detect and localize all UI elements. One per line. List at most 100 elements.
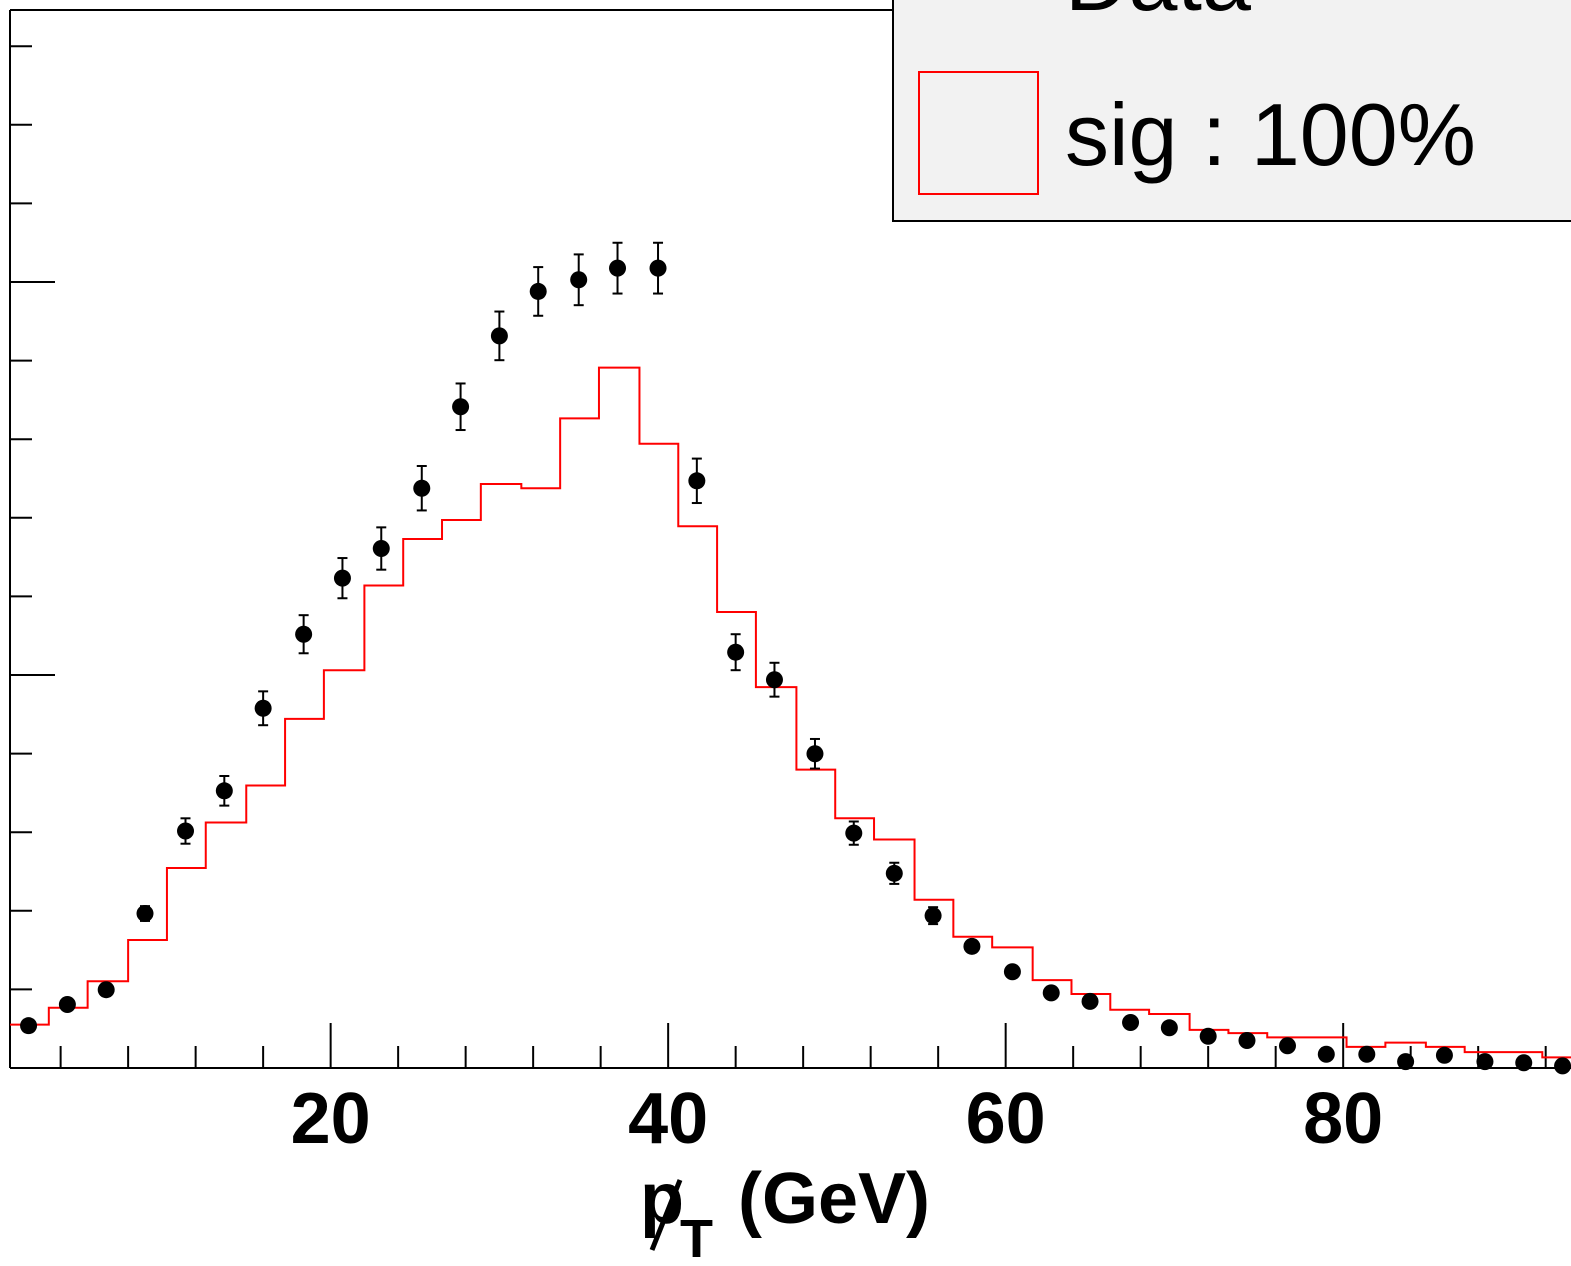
data-point xyxy=(372,526,390,571)
data-marker xyxy=(1397,1053,1415,1071)
data-point xyxy=(97,981,115,999)
data-marker xyxy=(529,282,547,300)
data-marker xyxy=(1160,1019,1178,1037)
signal-histogram-line xyxy=(10,366,1571,1059)
data-point xyxy=(20,1017,38,1035)
data-marker xyxy=(1122,1014,1140,1032)
data-marker xyxy=(372,540,390,558)
data-marker xyxy=(1042,984,1060,1002)
legend-label-data: Data xyxy=(1065,0,1251,29)
data-marker xyxy=(1278,1037,1296,1055)
data-marker xyxy=(1358,1045,1376,1063)
data-point xyxy=(254,690,272,727)
data-marker xyxy=(254,699,272,717)
data-point xyxy=(333,557,351,600)
data-point xyxy=(1042,984,1060,1002)
data-point xyxy=(1317,1045,1335,1063)
data-point xyxy=(1003,963,1021,981)
data-point xyxy=(58,996,76,1014)
data-point xyxy=(765,661,783,698)
y-axis-ticks xyxy=(10,45,55,991)
data-point xyxy=(1554,1057,1571,1075)
data-marker xyxy=(609,259,627,277)
data-point xyxy=(1515,1054,1533,1072)
data-marker xyxy=(1081,992,1099,1010)
x-axis-title-sub: T xyxy=(680,1209,713,1266)
data-marker xyxy=(333,569,351,587)
x-tick-label: 20 xyxy=(291,1079,371,1159)
data-marker xyxy=(452,398,470,416)
data-point xyxy=(1435,1046,1453,1064)
data-point xyxy=(924,906,942,926)
data-point xyxy=(136,905,154,923)
data-marker xyxy=(1317,1045,1335,1063)
x-axis-tick-labels: 20 40 60 80 xyxy=(291,1079,1384,1159)
data-marker xyxy=(20,1017,38,1035)
x-tick-label: 60 xyxy=(966,1079,1046,1159)
data-point xyxy=(727,633,745,672)
data-marker xyxy=(649,259,667,277)
data-point xyxy=(688,457,706,505)
legend: Data sig : 100% xyxy=(892,0,1571,222)
data-points xyxy=(20,241,1571,1075)
data-point xyxy=(215,774,233,807)
data-marker xyxy=(688,472,706,490)
data-point xyxy=(1238,1031,1256,1049)
data-marker xyxy=(1199,1027,1217,1045)
data-point xyxy=(529,266,547,317)
data-point xyxy=(295,614,313,655)
data-point xyxy=(649,241,667,295)
data-point xyxy=(452,382,470,432)
data-point xyxy=(1122,1014,1140,1032)
data-point xyxy=(806,737,824,770)
data-point xyxy=(885,861,903,885)
data-point xyxy=(845,820,863,846)
x-axis-title: p T (GeV) xyxy=(640,1159,930,1266)
data-marker xyxy=(1515,1054,1533,1072)
data-point xyxy=(413,464,431,512)
data-point xyxy=(609,241,627,295)
x-axis-title-unit: (GeV) xyxy=(738,1159,930,1239)
legend-swatch-signal xyxy=(918,71,1039,195)
data-marker xyxy=(570,271,588,289)
data-point xyxy=(1081,992,1099,1010)
data-point xyxy=(490,310,508,362)
data-marker xyxy=(727,643,745,661)
data-marker xyxy=(97,981,115,999)
data-point xyxy=(1358,1045,1376,1063)
data-marker xyxy=(1003,963,1021,981)
data-marker xyxy=(295,625,313,643)
x-axis-ticks xyxy=(59,1023,1547,1068)
data-point xyxy=(1476,1053,1494,1071)
data-marker xyxy=(177,822,195,840)
data-marker xyxy=(924,907,942,925)
data-point xyxy=(1160,1019,1178,1037)
data-point xyxy=(570,253,588,307)
data-marker xyxy=(1476,1053,1494,1071)
data-marker xyxy=(1435,1046,1453,1064)
data-marker xyxy=(136,905,154,923)
data-marker xyxy=(215,782,233,800)
data-marker xyxy=(1554,1057,1571,1075)
legend-label-signal: sig : 100% xyxy=(1065,85,1476,184)
data-point xyxy=(177,817,195,845)
data-marker xyxy=(765,671,783,689)
data-marker xyxy=(885,864,903,882)
data-point xyxy=(1278,1037,1296,1055)
data-marker xyxy=(490,327,508,345)
x-tick-label: 40 xyxy=(628,1079,708,1159)
data-point xyxy=(1199,1027,1217,1045)
data-marker xyxy=(845,824,863,842)
data-marker xyxy=(413,479,431,497)
data-point xyxy=(963,937,981,955)
data-marker xyxy=(1238,1031,1256,1049)
data-marker xyxy=(806,745,824,763)
missing-slash-mark xyxy=(649,1179,683,1251)
data-marker xyxy=(58,996,76,1014)
data-marker xyxy=(963,937,981,955)
data-point xyxy=(1397,1053,1415,1071)
legend-box xyxy=(892,0,1571,222)
signal-histogram xyxy=(10,366,1571,1059)
x-tick-label: 80 xyxy=(1303,1079,1383,1159)
